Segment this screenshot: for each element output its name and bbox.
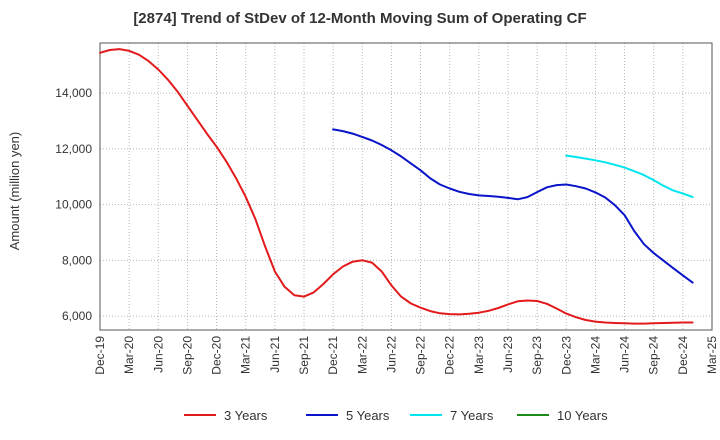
x-tick-label: Dec-23 [559,336,573,375]
x-tick-label: Sep-23 [530,336,544,375]
x-tick-label: Dec-20 [210,336,224,375]
x-tick-label: Jun-23 [501,336,515,373]
x-tick-label: Sep-22 [414,336,428,375]
legend-label: 10 Years [557,408,608,423]
y-tick-label: 10,000 [55,198,92,212]
plot-area-frame [99,42,713,331]
x-tick-label: Jun-22 [384,336,398,373]
x-tick-label: Sep-20 [180,336,194,375]
x-tick-label: Jun-24 [618,336,632,373]
x-tick-label: Dec-22 [443,336,457,375]
y-tick-label: 12,000 [55,142,92,156]
x-tick-label: Mar-25 [705,336,719,374]
chart-title: [2874] Trend of StDev of 12-Month Moving… [133,10,587,27]
y-tick-label: 6,000 [62,309,92,323]
x-tick-label: Jun-21 [268,336,282,373]
series-line-7-years [565,154,694,199]
x-tick-label: Jun-20 [151,336,165,373]
y-axis-title: Amount (million yen) [7,132,22,251]
x-tick-label: Sep-21 [297,336,311,375]
x-tick-label: Dec-19 [93,336,107,375]
x-tick-label: Sep-24 [647,336,661,375]
legend-label: 5 Years [346,408,390,423]
y-tick-label: 14,000 [55,86,92,100]
x-tick-label: Mar-20 [122,336,136,374]
x-tick-label: Mar-23 [472,336,486,374]
x-tick-label: Mar-21 [239,336,253,374]
x-tick-label: Mar-22 [355,336,369,374]
x-tick-label: Dec-21 [326,336,340,375]
y-tick-label: 8,000 [62,253,92,267]
series-line-3-years [99,48,694,325]
x-tick-label: Dec-24 [676,336,690,375]
legend-label: 7 Years [450,408,494,423]
legend-label: 3 Years [224,408,268,423]
x-tick-label: Mar-24 [588,336,602,374]
series-line-5-years [332,128,694,284]
